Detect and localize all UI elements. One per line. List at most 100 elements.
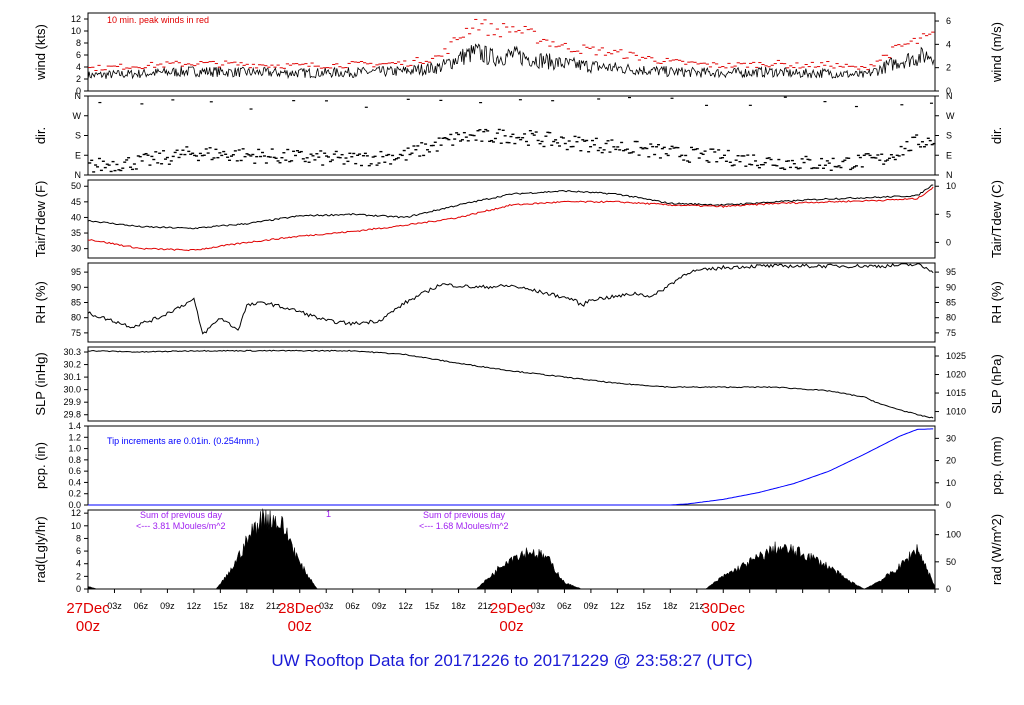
- left-tick-label: 8: [76, 38, 81, 48]
- left-tick-label: 30.3: [63, 347, 81, 357]
- right-tick-label: 10: [946, 478, 956, 488]
- left-tick-label: 40: [71, 212, 81, 222]
- left-tick-label: 95: [71, 267, 81, 277]
- left-tick-label: 8: [76, 533, 81, 543]
- left-tick-label: 10: [71, 26, 81, 36]
- left-tick-label: 4: [76, 62, 81, 72]
- left-tick-label: 0.8: [68, 455, 81, 465]
- left-tick-label: N: [75, 170, 82, 180]
- left-tick-label: 30.0: [63, 385, 81, 395]
- rad-peak-marker: 1: [326, 509, 331, 519]
- date-label: 30Dec: [702, 600, 746, 617]
- left-tick-label: 12: [71, 14, 81, 24]
- right-tick-label: 2: [946, 63, 951, 73]
- x-tick-label: 15z: [425, 601, 440, 611]
- series-rh-rh: [87, 263, 934, 335]
- date-hour-label: 00z: [711, 618, 735, 635]
- panel-wind: 0 2 4 6 8 10 12 0 2 4 6 wind (kts) wind (m/s): [33, 12, 1004, 96]
- panel-slp: 29.8 29.9 30.0 30.1 30.2 30.3 1010 1015 1020 1025…: [33, 346, 1004, 422]
- left-tick-label: 50: [71, 181, 81, 191]
- left-tick-label: 45: [71, 197, 81, 207]
- x-tick-label: 06z: [134, 601, 149, 611]
- rad-sum-note-2-value: <--- 1.68 MJoules/m^2: [419, 521, 509, 531]
- left-tick-label: 0: [76, 584, 81, 594]
- left-axis-title: dir.: [33, 127, 48, 144]
- left-tick-label: 30.1: [63, 372, 81, 382]
- left-tick-label: 6: [76, 546, 81, 556]
- x-tick-label: 06z: [557, 601, 572, 611]
- right-tick-label: 85: [946, 298, 956, 308]
- panel-temp: 30 35 40 45 50 0 5 10 Tair/Tdew (F) Tair/Tdew (C): [33, 179, 1004, 259]
- right-tick-label: S: [946, 131, 952, 141]
- left-tick-label: 90: [71, 282, 81, 292]
- right-tick-label: 100: [946, 530, 961, 540]
- rad-sum-note-1-title: Sum of previous day: [140, 510, 223, 520]
- right-tick-label: 1020: [946, 370, 966, 380]
- left-tick-label: S: [75, 131, 81, 141]
- right-tick-label: 4: [946, 39, 951, 49]
- x-axis: 03z 06z 09z 12z 15z 18z 21z 03z 06z 09z 12z 15z 18z 2…: [66, 589, 936, 635]
- left-tick-label: 2: [76, 571, 81, 581]
- panel-frame: [87, 346, 936, 422]
- right-tick-label: 5: [946, 209, 951, 219]
- left-tick-label: N: [75, 91, 82, 101]
- left-axis-title: pcp. (in): [33, 442, 48, 489]
- series-wind-wind: [87, 43, 935, 80]
- left-tick-label: 85: [71, 298, 81, 308]
- x-tick-label: 21z: [266, 601, 281, 611]
- x-tick-label: 21z: [690, 601, 705, 611]
- right-axis-title: Tair/Tdew (C): [989, 180, 1004, 258]
- left-tick-label: 10: [71, 521, 81, 531]
- right-axis-title: wind (m/s): [989, 22, 1004, 83]
- series-rad-rad: [87, 508, 936, 590]
- right-tick-label: 20: [946, 456, 956, 466]
- x-tick-label: 18z: [451, 601, 466, 611]
- date-label: 29Dec: [490, 600, 534, 617]
- right-tick-label: 1025: [946, 351, 966, 361]
- series-pcp-pcp: [88, 428, 934, 506]
- left-tick-label: 0.0: [68, 500, 81, 510]
- x-tick-label: 03z: [319, 601, 334, 611]
- left-tick-label: 0.4: [68, 477, 81, 487]
- left-axis-title: wind (kts): [33, 24, 48, 81]
- right-tick-label: N: [946, 91, 953, 101]
- date-hour-label: 00z: [76, 618, 100, 635]
- right-tick-label: 10: [946, 181, 956, 191]
- right-tick-label: 75: [946, 328, 956, 338]
- left-tick-label: 4: [76, 559, 81, 569]
- right-tick-label: 80: [946, 313, 956, 323]
- x-tick-label: 03z: [531, 601, 546, 611]
- left-tick-label: 29.8: [63, 410, 81, 420]
- panel-frame: [87, 179, 936, 259]
- right-axis-title: dir.: [989, 127, 1004, 144]
- right-tick-label: 0: [946, 500, 951, 510]
- right-axis-title: rad (W/m^2): [989, 514, 1004, 585]
- x-tick-label: 18z: [240, 601, 255, 611]
- panel-frame: [87, 12, 936, 92]
- panel-frame: [87, 262, 936, 343]
- rad-sum-note-1-value: <--- 3.81 MJoules/m^2: [136, 521, 226, 531]
- left-tick-label: 75: [71, 328, 81, 338]
- x-tick-label: 12z: [187, 601, 202, 611]
- right-tick-label: 50: [946, 557, 956, 567]
- x-tick-label: 03z: [107, 601, 122, 611]
- left-axis-title: RH (%): [33, 281, 48, 324]
- right-tick-label: N: [946, 170, 953, 180]
- right-axis-title: SLP (hPa): [989, 354, 1004, 414]
- x-tick-label: 09z: [584, 601, 599, 611]
- right-tick-label: 90: [946, 282, 956, 292]
- date-label: 28Dec: [278, 600, 322, 617]
- left-tick-label: 2: [76, 74, 81, 84]
- x-tick-label: 09z: [160, 601, 175, 611]
- left-tick-label: W: [73, 111, 82, 121]
- series-temp-tdew: [87, 186, 934, 252]
- x-tick-label: 15z: [637, 601, 652, 611]
- date-label: 27Dec: [66, 600, 110, 617]
- x-tick-label: 15z: [213, 601, 228, 611]
- date-hour-label: 00z: [499, 618, 523, 635]
- panel-rh: 75 80 85 90 95 75 80 85 90 95 RH (%) RH (%): [33, 262, 1004, 343]
- left-tick-label: 30.2: [63, 360, 81, 370]
